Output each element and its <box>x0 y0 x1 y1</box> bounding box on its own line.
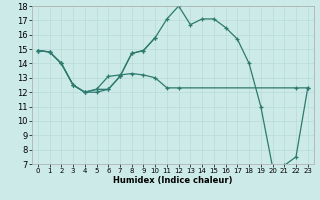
X-axis label: Humidex (Indice chaleur): Humidex (Indice chaleur) <box>113 176 233 185</box>
